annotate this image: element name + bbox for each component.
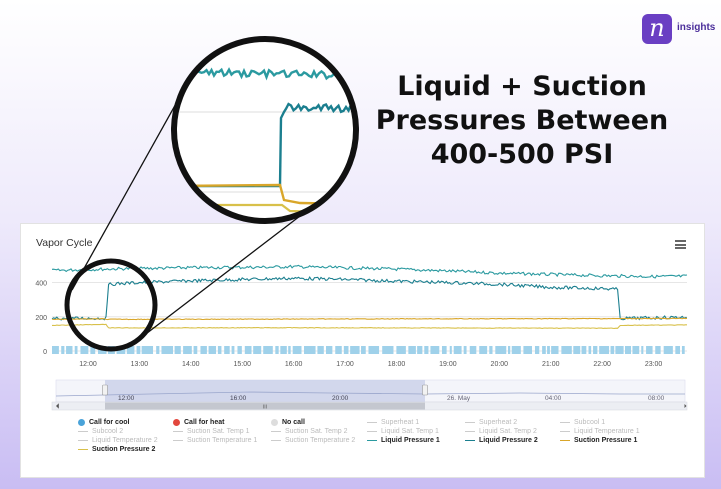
legend-item-liquid-pressure-1[interactable]: Liquid Pressure 1 <box>367 437 440 444</box>
legend-label: Call for cool <box>89 419 130 426</box>
legend-item-superheat-1[interactable]: Superheat 1 <box>367 419 419 426</box>
legend-line-icon <box>367 430 377 433</box>
headline: Liquid + Suction Pressures Between 400-5… <box>372 70 672 172</box>
legend-item-liquid-pressure-2[interactable]: Liquid Pressure 2 <box>465 437 538 444</box>
chart-title: Vapor Cycle <box>36 237 93 249</box>
legend-label: Subcool 1 <box>574 419 606 426</box>
legend-line-icon <box>465 430 475 433</box>
legend-line-icon <box>78 430 88 433</box>
legend-label: Liquid Pressure 2 <box>479 437 538 444</box>
legend-item-suction-sat-temp-1[interactable]: Suction Sat. Temp 1 <box>173 428 250 435</box>
legend-label: Liquid Sat. Temp 2 <box>479 428 537 435</box>
legend-item-suction-pressure-1[interactable]: Suction Pressure 1 <box>560 437 637 444</box>
magnified-suction-pressure-2 <box>176 203 354 215</box>
legend-label: Suction Pressure 1 <box>574 437 638 444</box>
legend-label: Liquid Temperature 1 <box>574 428 640 435</box>
legend-label: No call <box>282 419 305 426</box>
legend-item-subcool-2[interactable]: Subcool 2 <box>78 428 123 435</box>
legend-label: Liquid Temperature 2 <box>92 437 158 444</box>
legend-item-call-for-heat[interactable]: Call for heat <box>173 419 224 426</box>
legend-label: Suction Temperature 2 <box>285 437 356 444</box>
legend-item-liquid-temperature-2[interactable]: Liquid Temperature 2 <box>78 437 158 444</box>
legend-line-icon <box>367 439 377 442</box>
legend-item-call-for-cool[interactable]: Call for cool <box>78 419 129 426</box>
legend-item-liquid-temperature-1[interactable]: Liquid Temperature 1 <box>560 428 640 435</box>
magnified-liquid-pressure-2 <box>176 102 354 188</box>
legend-line-icon <box>465 421 475 424</box>
legend-label: Suction Sat. Temp 1 <box>187 428 250 435</box>
magnified-liquid-pressure-1 <box>176 66 354 81</box>
headline-line-2: Pressures Between <box>375 105 669 136</box>
legend-dot-icon <box>271 419 278 426</box>
legend-dot-icon <box>173 419 180 426</box>
legend-label: Superheat 2 <box>479 419 518 426</box>
legend-line-icon <box>560 439 570 442</box>
legend-line-icon <box>271 430 281 433</box>
headline-line-3: 400-500 PSI <box>430 139 614 170</box>
legend-item-subcool-1[interactable]: Subcool 1 <box>560 419 605 426</box>
insights-logo: n <box>642 14 672 44</box>
legend-line-icon <box>78 448 88 451</box>
magnifier-ring <box>171 36 359 224</box>
legend-dot-icon <box>78 419 85 426</box>
legend-line-icon <box>271 439 281 442</box>
legend-item-no-call[interactable]: No call <box>271 419 305 426</box>
legend-label: Call for heat <box>184 419 225 426</box>
legend-line-icon <box>465 439 475 442</box>
legend-item-suction-temperature-1[interactable]: Suction Temperature 1 <box>173 437 257 444</box>
hamburger-menu-icon[interactable] <box>675 240 686 249</box>
legend-label: Superheat 1 <box>381 419 420 426</box>
insights-wordmark: insights <box>677 22 716 33</box>
legend-line-icon <box>560 430 570 433</box>
legend-item-suction-sat-temp-2[interactable]: Suction Sat. Temp 2 <box>271 428 348 435</box>
magnified-suction-pressure-1 <box>176 183 354 206</box>
legend-label: Subcool 2 <box>92 428 124 435</box>
legend-label: Liquid Pressure 1 <box>381 437 440 444</box>
legend-item-superheat-2[interactable]: Superheat 2 <box>465 419 517 426</box>
legend-line-icon <box>173 439 183 442</box>
magnifier-content <box>176 41 354 219</box>
legend-line-icon <box>173 430 183 433</box>
legend-item-suction-temperature-2[interactable]: Suction Temperature 2 <box>271 437 355 444</box>
legend-line-icon <box>367 421 377 424</box>
magnifier-background <box>176 41 354 219</box>
headline-line-1: Liquid + Suction <box>397 71 647 102</box>
legend-line-icon <box>78 439 88 442</box>
legend-item-liquid-sat-temp-1[interactable]: Liquid Sat. Temp 1 <box>367 428 439 435</box>
legend-label: Suction Temperature 1 <box>187 437 258 444</box>
legend-label: Suction Sat. Temp 2 <box>285 428 348 435</box>
legend-label: Liquid Sat. Temp 1 <box>381 428 439 435</box>
legend-label: Suction Pressure 2 <box>92 446 156 453</box>
legend-item-suction-pressure-2[interactable]: Suction Pressure 2 <box>78 446 155 453</box>
legend-item-liquid-sat-temp-2[interactable]: Liquid Sat. Temp 2 <box>465 428 537 435</box>
legend-line-icon <box>560 421 570 424</box>
